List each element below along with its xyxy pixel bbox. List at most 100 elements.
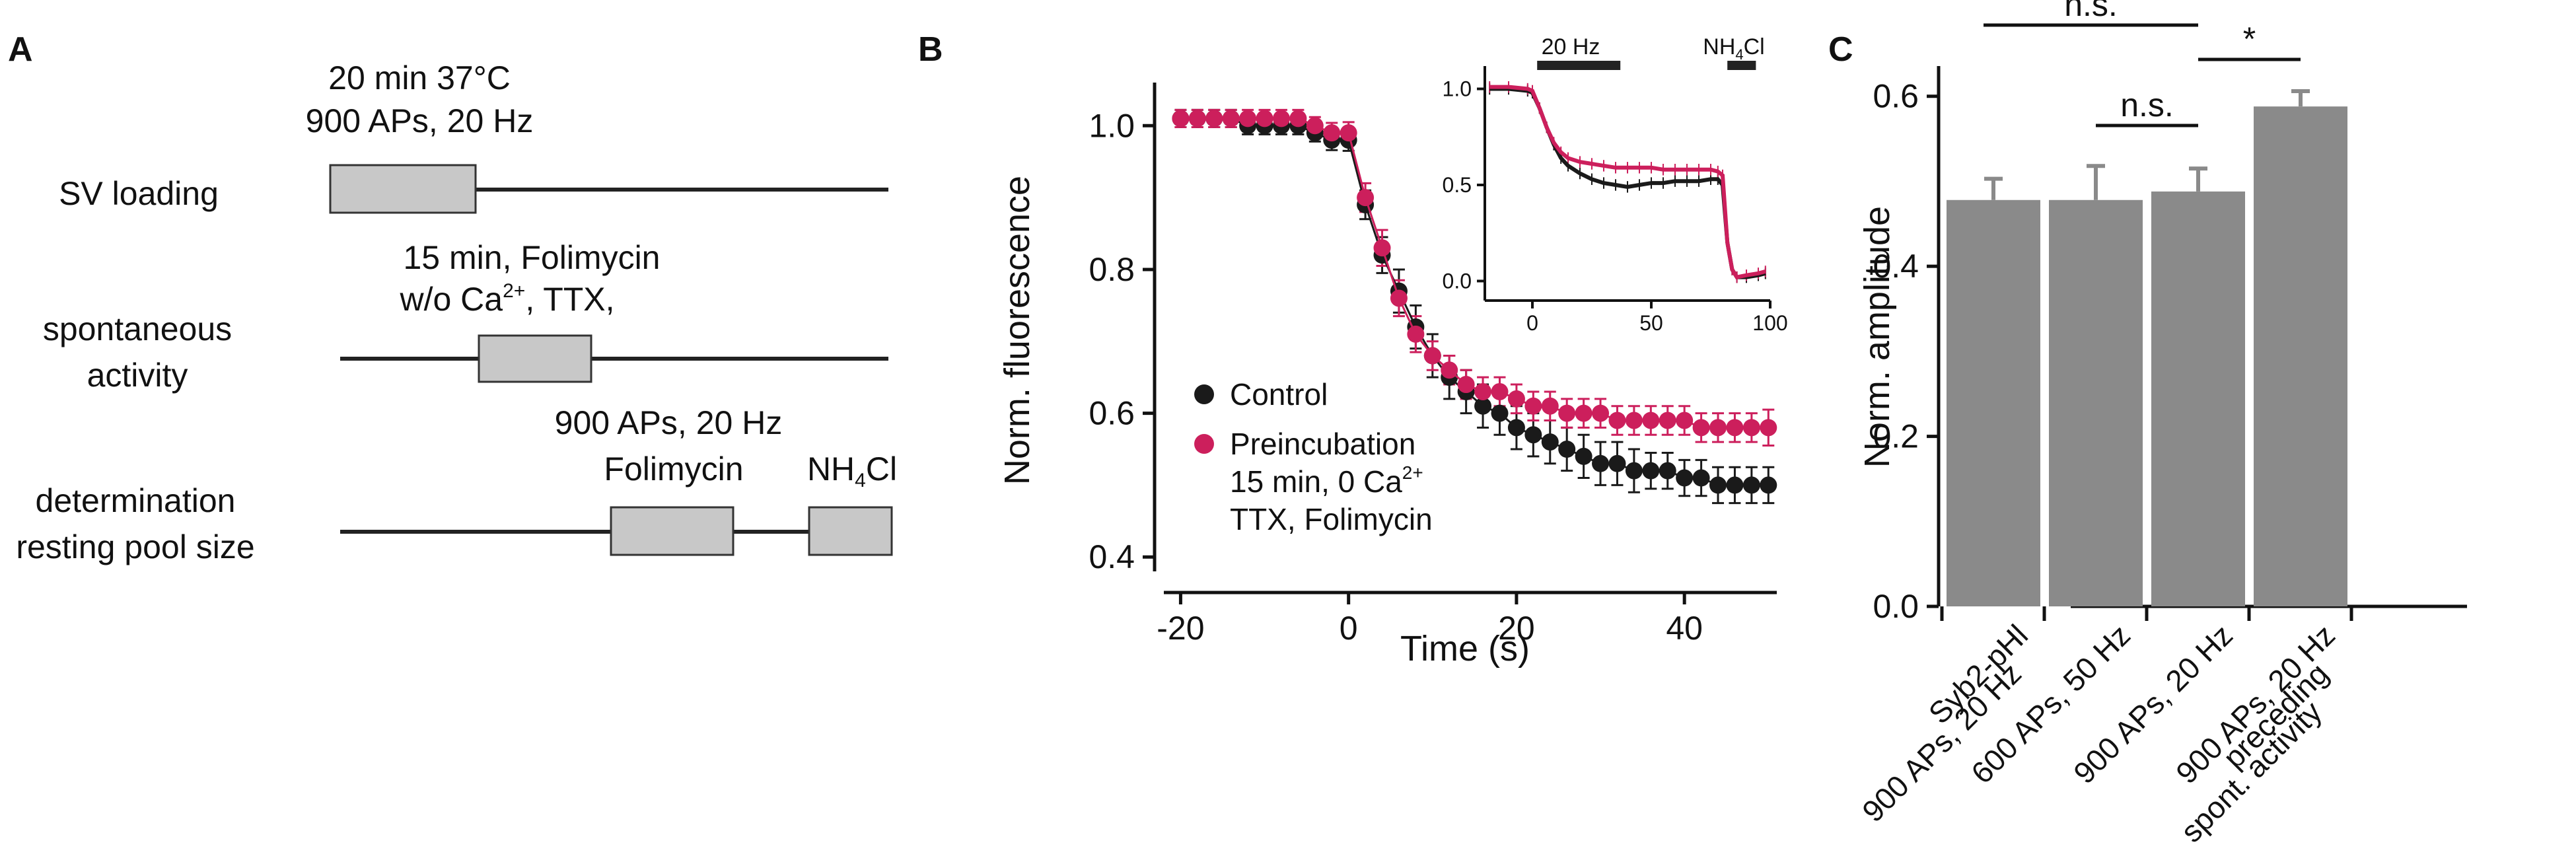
preincubation-data-point bbox=[1726, 419, 1744, 437]
c-bar bbox=[2049, 199, 2143, 607]
preincubation-data-point bbox=[1205, 110, 1223, 127]
c-error-bar bbox=[1984, 176, 2003, 200]
preincubation-data-point bbox=[1541, 397, 1559, 415]
preincubation-data-point bbox=[1558, 404, 1576, 422]
panel-label-a: A bbox=[8, 30, 33, 69]
row3-annot-top: 900 APs, 20 Hz bbox=[555, 404, 783, 441]
legend-swatch-preincubation bbox=[1194, 434, 1214, 454]
control-data-point bbox=[1592, 454, 1610, 472]
preincubation-data-point bbox=[1357, 189, 1375, 207]
c-y-tick-label: 0.4 bbox=[1873, 248, 1919, 285]
preincubation-data-point bbox=[1441, 361, 1458, 379]
c-bar bbox=[2151, 191, 2245, 607]
inset-preincubation-trace bbox=[1489, 85, 1766, 279]
panel-label-b: B bbox=[918, 30, 943, 69]
inset-x-tick-label: 0 bbox=[1526, 311, 1538, 335]
row2-annot-2: w/o Ca2+, TTX, bbox=[399, 280, 614, 318]
panel-a: 20 min 37°C 900 APs, 20 Hz SV loading 15… bbox=[16, 59, 897, 565]
legend-note-1: 15 min, 0 Ca2+ bbox=[1230, 462, 1423, 499]
control-data-point bbox=[1474, 397, 1492, 415]
b-x-tick-label: 0 bbox=[1340, 610, 1358, 647]
inset-x-tick-label: 100 bbox=[1752, 311, 1787, 335]
preincubation-data-point bbox=[1692, 419, 1710, 437]
row2-label-2: activity bbox=[87, 357, 188, 394]
control-data-point bbox=[1760, 476, 1777, 494]
preincubation-data-point bbox=[1659, 412, 1676, 429]
b-y-tick-label: 0.6 bbox=[1089, 395, 1135, 432]
preincubation-data-point bbox=[1323, 124, 1341, 142]
control-data-point bbox=[1507, 419, 1525, 437]
c-significance-label: n.s. bbox=[2064, 0, 2118, 23]
c-bar bbox=[2254, 106, 2347, 606]
preincubation-data-point bbox=[1423, 347, 1441, 365]
preincubation-data-point bbox=[1625, 412, 1643, 429]
panel-b: -20 0 20 40 0.4 0.6 0.8 1.0 Time (s) Norm. flu… bbox=[997, 83, 1777, 668]
preincubation-data-point bbox=[1575, 404, 1592, 422]
preincubation-data-point bbox=[1390, 289, 1408, 307]
preincubation-data-point bbox=[1373, 239, 1391, 257]
row3-box2 bbox=[808, 506, 893, 556]
preincubation-data-point bbox=[1289, 110, 1307, 127]
legend-label-control: Control bbox=[1230, 377, 1328, 412]
inset-x-tick-label: 50 bbox=[1639, 311, 1663, 335]
control-data-point bbox=[1558, 441, 1576, 458]
c-significance-label: n.s. bbox=[2120, 87, 2174, 124]
panel-b-inset: 0 50 100 0.0 0.5 1.0 20 Hz NH4Cl bbox=[1443, 34, 1788, 335]
preincubation-data-point bbox=[1256, 110, 1273, 127]
b-x-tick-label: 40 bbox=[1666, 610, 1703, 647]
control-data-point bbox=[1742, 476, 1760, 494]
preincubation-data-point bbox=[1760, 419, 1777, 437]
preincubation-data-point bbox=[1592, 404, 1610, 422]
legend-swatch-control bbox=[1194, 384, 1214, 404]
b-y-axis-label: Norm. fluorescence bbox=[997, 176, 1037, 485]
b-y-tick-label: 1.0 bbox=[1089, 107, 1135, 144]
preincubation-data-point bbox=[1188, 110, 1206, 127]
b-x-tick-label: -20 bbox=[1157, 610, 1204, 647]
control-data-point bbox=[1524, 426, 1542, 444]
inset-stim-label-nh4cl: NH4Cl bbox=[1703, 34, 1764, 63]
control-data-point bbox=[1491, 404, 1509, 422]
preincubation-data-point bbox=[1491, 382, 1509, 400]
control-data-point bbox=[1575, 447, 1592, 465]
control-data-point bbox=[1726, 476, 1744, 494]
inset-stim-label-20hz: 20 Hz bbox=[1542, 34, 1600, 59]
row3-box1-label: Folimycin bbox=[604, 450, 743, 487]
c-y-tick-label: 0.2 bbox=[1873, 418, 1919, 455]
control-data-point bbox=[1676, 469, 1694, 487]
c-error-bar bbox=[2291, 89, 2310, 107]
control-data-point bbox=[1709, 476, 1727, 494]
row1-annot-1: 20 min 37°C bbox=[328, 59, 511, 96]
inset-y-tick-label: 0.5 bbox=[1443, 173, 1472, 197]
row3-box1 bbox=[610, 506, 734, 556]
b-y-tick-label: 0.8 bbox=[1089, 251, 1135, 288]
preincubation-data-point bbox=[1239, 110, 1257, 127]
control-data-point bbox=[1642, 462, 1660, 480]
preincubation-data-point bbox=[1642, 412, 1660, 429]
b-y-tick-label: 0.4 bbox=[1089, 538, 1135, 575]
b-x-tick-label: 20 bbox=[1498, 610, 1535, 647]
inset-stim-bar bbox=[1727, 61, 1756, 70]
row1-box bbox=[329, 164, 477, 214]
c-significance-label: * bbox=[2243, 20, 2256, 57]
preincubation-data-point bbox=[1272, 110, 1290, 127]
row2-label-1: spontaneous bbox=[43, 310, 232, 347]
row3-box2-label: NH4Cl bbox=[807, 450, 897, 491]
row3-label-1: determination bbox=[36, 482, 236, 519]
inset-stim-bar bbox=[1537, 61, 1621, 70]
preincubation-data-point bbox=[1407, 325, 1425, 343]
control-data-point bbox=[1541, 433, 1559, 451]
control-data-point bbox=[1608, 454, 1626, 472]
c-y-tick-label: 0.0 bbox=[1873, 588, 1919, 625]
preincubation-data-point bbox=[1608, 412, 1626, 429]
preincubation-data-point bbox=[1306, 117, 1324, 135]
c-y-axis-label: Norm. amplitude bbox=[1857, 206, 1897, 468]
preincubation-data-point bbox=[1507, 390, 1525, 408]
preincubation-data-point bbox=[1222, 110, 1240, 127]
c-error-bar bbox=[2189, 166, 2207, 192]
row2-box bbox=[478, 334, 592, 383]
row1-annot-2: 900 APs, 20 Hz bbox=[306, 102, 534, 139]
row2-annot-1: 15 min, Folimycin bbox=[404, 239, 661, 276]
c-bar bbox=[1947, 199, 2040, 607]
